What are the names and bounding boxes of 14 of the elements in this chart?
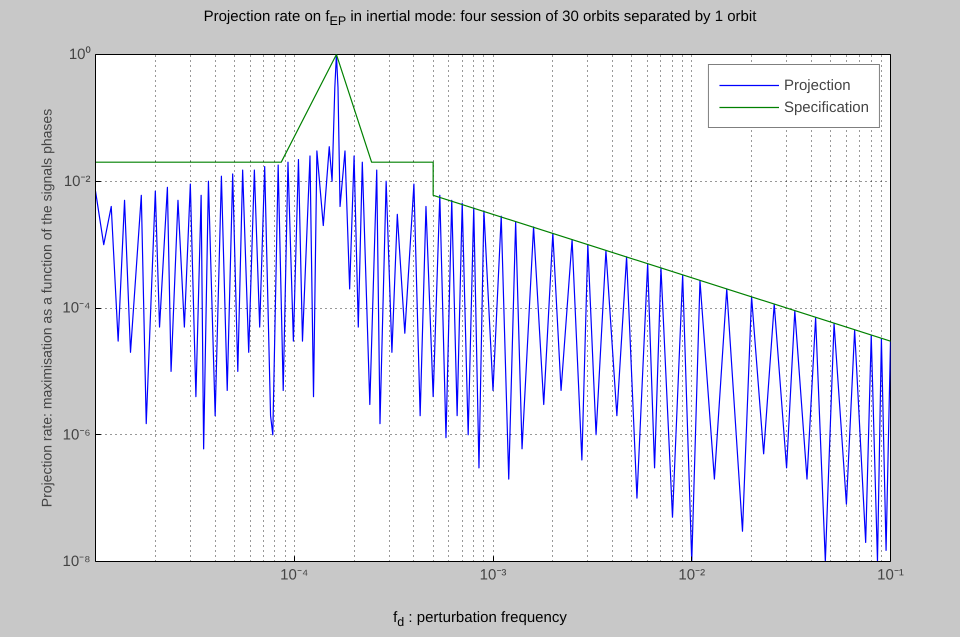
y-axis-title: Projection rate: maximisation as a function of the signals phases [38, 108, 54, 508]
x-axis-title: f$_{d}$ : perturbation frequency [393, 608, 567, 631]
legend-label: Specification [784, 98, 869, 116]
y-tick-label: 10⁰ [68, 46, 91, 63]
y-tick-label: 10⁻⁴ [62, 300, 91, 316]
chart-title: Projection rate on f$_{EP}$ in inertial mode: four session of 30 orbits separated by 1 orbit [204, 7, 756, 30]
y-tick-label: 10⁻⁸ [62, 553, 91, 570]
x-tick-label: 10⁻⁴ [280, 566, 308, 584]
x-tick-label: 10⁻³ [480, 566, 506, 584]
x-tick-label: 10⁻¹ [877, 566, 904, 584]
x-tick-label: 10⁻² [678, 566, 706, 584]
legend-label: Projection [784, 76, 851, 94]
y-tick-label: 10⁻⁶ [62, 426, 90, 444]
y-tick-label: 10⁻² [64, 172, 91, 190]
